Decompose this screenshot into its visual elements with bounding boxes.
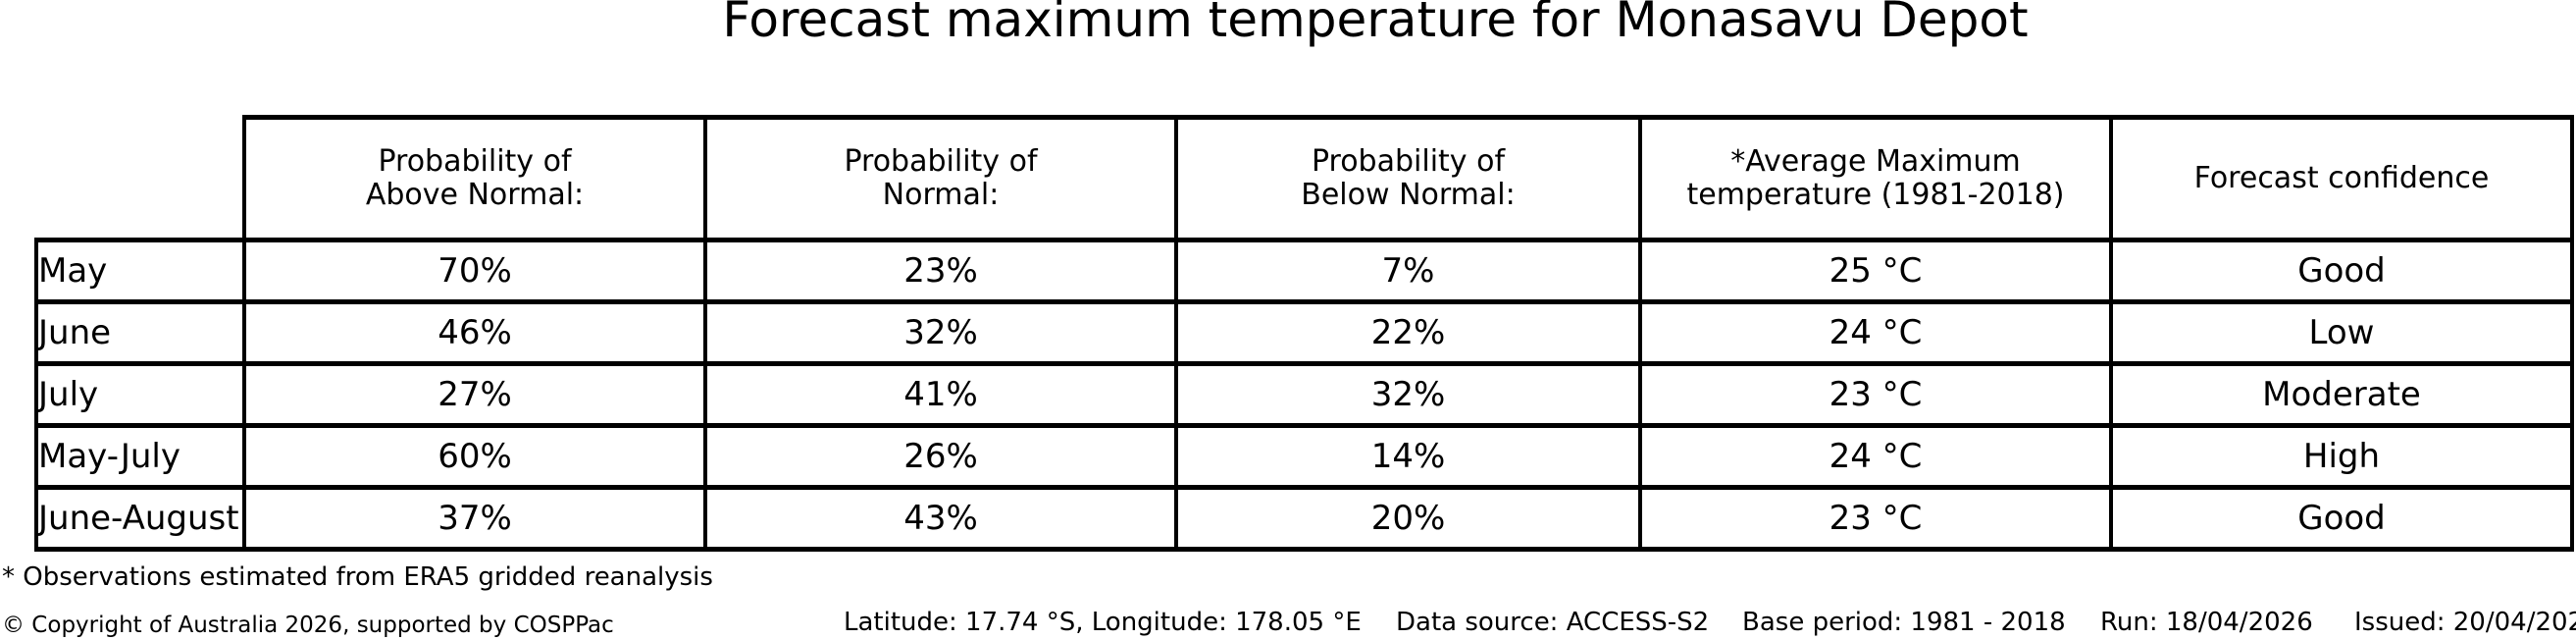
table-cell: 24 °C	[1638, 299, 2113, 366]
table-cell: Low	[2109, 299, 2574, 366]
table-cell: 41%	[703, 361, 1178, 428]
table-cell: 70%	[242, 238, 707, 304]
issued-date-text: Issued: 20/04/2026	[2354, 608, 2576, 637]
table-cell: 27%	[242, 361, 707, 428]
table-cell: 43%	[703, 485, 1178, 552]
header-row: Probability of Above Normal: Probability…	[36, 115, 2574, 242]
column-header-normal: Probability of Normal:	[703, 115, 1178, 242]
column-header-below-normal: Probability of Below Normal:	[1174, 115, 1642, 242]
column-header-forecast-confidence: Forecast confidence	[2109, 115, 2574, 242]
table-cell: 46%	[242, 299, 707, 366]
table-cell: Good	[2109, 238, 2574, 304]
table-cell: 26%	[703, 423, 1178, 490]
copyright-text: © Copyright of Australia 2026, supported…	[2, 613, 614, 638]
table-cell: 22%	[1174, 299, 1642, 366]
table-cell: 23%	[703, 238, 1178, 304]
row-label: June-August	[34, 485, 246, 552]
table-row-june-august: June-August 37% 43% 20% 23 °C Good	[34, 485, 2574, 552]
table-cell: 37%	[242, 485, 707, 552]
table-cell: 25 °C	[1638, 238, 2113, 304]
table-row-may: May 70% 23% 7% 25 °C Good	[34, 238, 2574, 304]
table-cell: Good	[2109, 485, 2574, 552]
table-cell: 60%	[242, 423, 707, 490]
table-cell: 14%	[1174, 423, 1642, 490]
table-cell: High	[2109, 423, 2574, 490]
table-cell: 23 °C	[1638, 361, 2113, 428]
data-source-text: Data source: ACCESS-S2	[1396, 608, 1710, 637]
table-row-july: July 27% 41% 32% 23 °C Moderate	[34, 361, 2574, 428]
footnote: * Observations estimated from ERA5 gridd…	[2, 562, 713, 592]
page-title: Forecast maximum temperature for Monasav…	[722, 0, 2029, 48]
table-cell: 24 °C	[1638, 423, 2113, 490]
table-cell: Moderate	[2109, 361, 2574, 428]
table-row-june: June 46% 32% 22% 24 °C Low	[34, 299, 2574, 366]
row-label: May-July	[34, 423, 246, 490]
run-date-text: Run: 18/04/2026	[2100, 608, 2313, 637]
column-header-above-normal: Probability of Above Normal:	[242, 115, 707, 242]
location-text: Latitude: 17.74 °S, Longitude: 178.05 °E	[844, 608, 1362, 637]
row-label: June	[34, 299, 246, 366]
table-row-may-july: May-July 60% 26% 14% 24 °C High	[34, 423, 2574, 490]
row-label: July	[34, 361, 246, 428]
table-cell: 32%	[703, 299, 1178, 366]
base-period-text: Base period: 1981 - 2018	[1742, 608, 2066, 637]
table-cell: 7%	[1174, 238, 1642, 304]
table-cell: 32%	[1174, 361, 1642, 428]
column-header-average-max-temperature: *Average Maximum temperature (1981-2018)	[1638, 115, 2113, 242]
corner-cell	[36, 117, 244, 240]
forecast-table: Probability of Above Normal: Probability…	[34, 115, 2574, 552]
table-cell: 23 °C	[1638, 485, 2113, 552]
table-cell: 20%	[1174, 485, 1642, 552]
row-label: May	[34, 238, 246, 304]
